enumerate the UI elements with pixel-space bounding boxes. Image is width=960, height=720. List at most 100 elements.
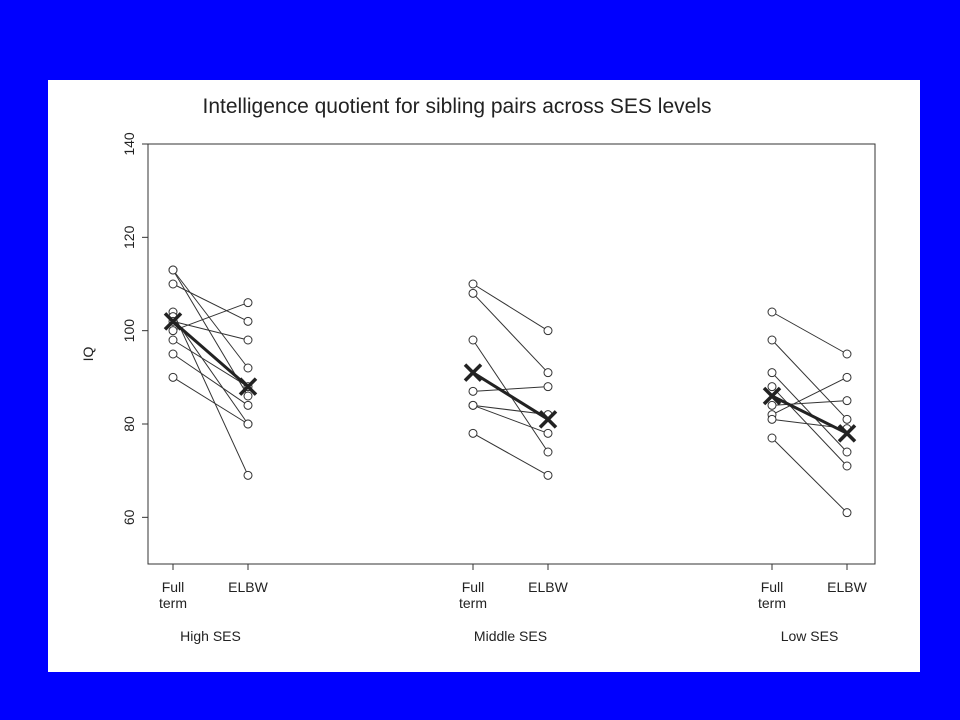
elbw-point xyxy=(243,419,253,429)
sibling-pair-line xyxy=(472,292,549,374)
full-term-point xyxy=(767,400,777,410)
elbw-point xyxy=(543,326,553,336)
sibling-pair-line xyxy=(771,437,848,514)
full-term-mean-marker xyxy=(762,386,782,406)
elbw-mean-marker xyxy=(837,424,857,443)
sibling-pair-line xyxy=(172,316,249,425)
elbw-point xyxy=(243,335,253,345)
full-term-point xyxy=(767,307,777,317)
elbw-point xyxy=(243,316,253,326)
full-term-point xyxy=(168,326,178,336)
sibling-pair-line xyxy=(771,400,848,406)
full-term-point xyxy=(767,368,777,378)
slide-panel: Intelligence quotient for sibling pairs … xyxy=(48,80,920,672)
x-tick-label: ELBW xyxy=(228,579,268,595)
elbw-point xyxy=(543,428,553,438)
elbw-point xyxy=(243,470,253,480)
full-term-mean-marker xyxy=(463,363,483,382)
mean-marker-stroke xyxy=(762,386,782,406)
sibling-pair-line xyxy=(172,283,249,322)
elbw-point xyxy=(842,396,852,406)
full-term-point xyxy=(468,400,478,410)
sibling-pair-line xyxy=(172,302,249,332)
elbw-point xyxy=(842,414,852,424)
y-axis-label: IQ xyxy=(80,347,96,362)
sibling-pair-line xyxy=(472,283,549,332)
full-term-point xyxy=(168,335,178,345)
sibling-pair-line xyxy=(771,372,848,453)
sibling-pair-line xyxy=(472,386,549,392)
full-term-point xyxy=(468,428,478,438)
x-tick-label: Full xyxy=(462,579,485,595)
mean-marker-stroke xyxy=(463,363,483,382)
full-term-point xyxy=(468,335,478,345)
full-term-point xyxy=(168,265,178,275)
group-label: High SES xyxy=(180,628,241,644)
sibling-pair-line xyxy=(472,432,549,476)
full-term-point xyxy=(767,433,777,443)
elbw-point xyxy=(243,298,253,308)
elbw-point xyxy=(243,391,253,401)
x-tick-label: ELBW xyxy=(528,579,568,595)
x-tick-label: term xyxy=(459,595,487,611)
elbw-point xyxy=(842,508,852,518)
full-term-point xyxy=(168,279,178,289)
x-tick-label: Full xyxy=(761,579,784,595)
sibling-pair-line xyxy=(172,311,249,476)
elbw-point xyxy=(842,447,852,457)
y-tick-label: 120 xyxy=(121,225,137,249)
mean-marker-stroke xyxy=(837,424,857,443)
sibling-pair-line xyxy=(172,353,249,406)
y-tick-label: 140 xyxy=(121,132,137,156)
plot-frame xyxy=(147,143,876,565)
chart-title: Intelligence quotient for sibling pairs … xyxy=(203,95,712,118)
full-term-mean-marker xyxy=(163,312,183,331)
mean-marker-stroke xyxy=(538,410,558,429)
mean-line xyxy=(172,320,249,388)
y-axis: 60 80 100 120 140 xyxy=(121,132,148,525)
full-term-point xyxy=(168,349,178,359)
elbw-point xyxy=(543,447,553,457)
mean-line xyxy=(472,371,549,421)
full-term-point xyxy=(468,279,478,289)
sibling-pair-line xyxy=(172,376,249,425)
elbw-point xyxy=(842,461,852,471)
sibling-pair-line xyxy=(472,404,549,434)
sibling-pair-line xyxy=(771,376,848,416)
sibling-pair-line xyxy=(172,339,249,388)
y-tick-label: 100 xyxy=(121,319,137,343)
full-term-point xyxy=(468,386,478,396)
mean-marker-stroke xyxy=(238,377,258,396)
elbw-point xyxy=(842,372,852,382)
y-tick-label: 60 xyxy=(121,509,137,525)
sibling-pair-line xyxy=(172,320,249,341)
full-term-point xyxy=(767,382,777,392)
sibling-pair-line xyxy=(771,311,848,355)
group-label: Low SES xyxy=(781,628,839,644)
elbw-point xyxy=(243,363,253,373)
x-tick-label: ELBW xyxy=(827,579,867,595)
iq-sibling-chart: Intelligence quotient for sibling pairs … xyxy=(80,95,876,644)
full-term-point xyxy=(767,414,777,424)
elbw-point xyxy=(543,382,553,392)
elbw-point xyxy=(243,400,253,410)
elbw-point xyxy=(543,368,553,378)
elbw-mean-marker xyxy=(538,410,558,429)
y-tick-label: 80 xyxy=(121,416,137,432)
x-tick-label: term xyxy=(159,595,187,611)
elbw-point xyxy=(543,470,553,480)
mean-marker-stroke xyxy=(163,312,183,331)
sibling-pair-line xyxy=(771,386,848,467)
full-term-point xyxy=(168,372,178,382)
full-term-point xyxy=(767,335,777,345)
sibling-pair-line xyxy=(771,339,848,420)
elbw-mean-marker xyxy=(238,377,258,396)
sibling-pair-line xyxy=(172,269,249,369)
data-marks xyxy=(163,265,857,518)
x-tick-label: Full xyxy=(162,579,185,595)
elbw-point xyxy=(842,349,852,359)
mean-line xyxy=(771,394,848,435)
x-tick-label: term xyxy=(758,595,786,611)
full-term-point xyxy=(468,288,478,298)
